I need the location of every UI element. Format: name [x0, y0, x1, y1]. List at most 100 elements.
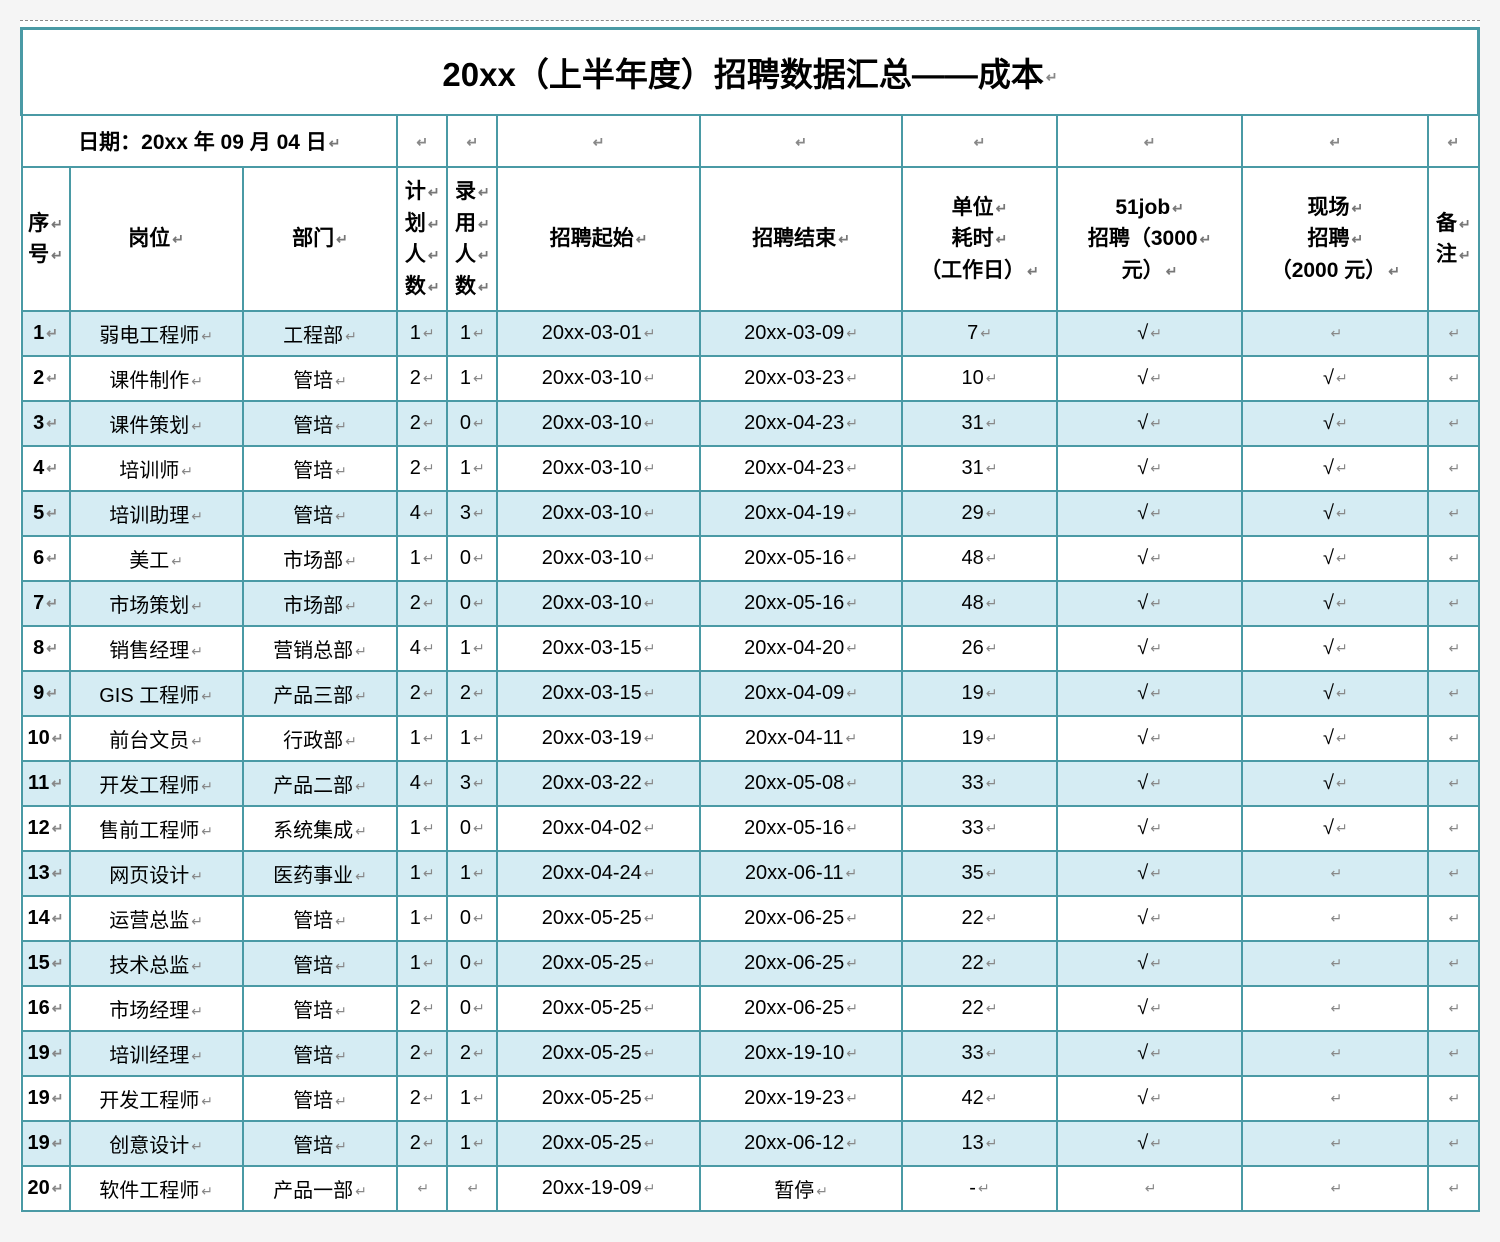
- cell-end: 20xx-04-23↵: [700, 401, 902, 446]
- paragraph-mark-icon: ↵: [473, 1045, 485, 1061]
- cell-start: 20xx-03-15↵: [497, 671, 699, 716]
- paragraph-mark-icon: ↵: [335, 958, 347, 974]
- cell-note: ↵: [1428, 986, 1478, 1031]
- paragraph-mark-icon: ↵: [1336, 595, 1348, 611]
- paragraph-mark-icon: ↵: [644, 910, 656, 926]
- cell-hired-text: 1: [460, 367, 471, 389]
- cell-hired-text: 1: [460, 727, 471, 749]
- cell-job51: √↵: [1057, 356, 1243, 401]
- cell-hired: 2↵: [447, 1031, 497, 1076]
- cell-start: 20xx-03-19↵: [497, 716, 699, 761]
- cell-job51: √↵: [1057, 671, 1243, 716]
- cell-days-text: 48: [962, 547, 984, 569]
- cell-seq-text: 19: [28, 1087, 50, 1109]
- cell-days: 31↵: [902, 401, 1056, 446]
- cell-dept-text: 系统集成: [273, 820, 353, 842]
- paragraph-mark-icon: ↵: [1449, 865, 1461, 881]
- paragraph-mark-icon: ↵: [986, 1000, 998, 1016]
- table-row: 6↵美工↵市场部↵1↵0↵20xx-03-10↵20xx-05-16↵48↵√↵…: [22, 536, 1479, 581]
- cell-plan-text: 2: [410, 997, 421, 1019]
- cell-hired-text: 2: [460, 1042, 471, 1064]
- header-row: 序↵号↵ 岗位↵ 部门↵ 计↵划↵人↵数↵ 录↵用↵人↵数↵ 招聘起始↵ 招聘结…: [22, 167, 1479, 311]
- cell-plan-text: 2: [410, 592, 421, 614]
- cell-days-text: 22: [962, 907, 984, 929]
- paragraph-mark-icon: ↵: [473, 820, 485, 836]
- cell-start-text: 20xx-03-19: [542, 727, 642, 749]
- cell-position-text: 软件工程师: [99, 1180, 199, 1202]
- cell-seq-text: 20: [28, 1177, 50, 1199]
- cell-days-text: 19: [962, 682, 984, 704]
- paragraph-mark-icon: ↵: [1150, 820, 1162, 836]
- cell-dept-text: 管培: [293, 505, 333, 527]
- table-row: 15↵技术总监↵管培↵1↵0↵20xx-05-25↵20xx-06-25↵22↵…: [22, 941, 1479, 986]
- cell-start-text: 20xx-03-22: [542, 772, 642, 794]
- cell-plan: 1↵: [397, 311, 447, 356]
- cell-plan-text: 2: [410, 1042, 421, 1064]
- cell-end: 20xx-06-11↵: [700, 851, 902, 896]
- header-days-text: 单位↵耗时↵（工作日）↵: [920, 196, 1039, 282]
- cell-seq-text: 5: [33, 502, 44, 524]
- cell-start-text: 20xx-03-10: [542, 412, 642, 434]
- paragraph-mark-icon: ↵: [644, 865, 656, 881]
- paragraph-mark-icon: ↵: [345, 598, 357, 614]
- paragraph-mark-icon: ↵: [201, 823, 213, 839]
- paragraph-mark-icon: ↵: [846, 1045, 858, 1061]
- cell-position-text: 销售经理: [109, 640, 189, 662]
- paragraph-mark-icon: ↵: [1330, 1045, 1342, 1061]
- table-row: 3↵课件策划↵管培↵2↵0↵20xx-03-10↵20xx-04-23↵31↵√…: [22, 401, 1479, 446]
- paragraph-mark-icon: ↵: [644, 595, 656, 611]
- cell-seq-text: 4: [33, 457, 44, 479]
- cell-start: 20xx-03-10↵: [497, 446, 699, 491]
- table-row: 11↵开发工程师↵产品二部↵4↵3↵20xx-03-22↵20xx-05-08↵…: [22, 761, 1479, 806]
- paragraph-mark-icon: ↵: [1449, 955, 1461, 971]
- cell-dept: 工程部↵: [243, 311, 397, 356]
- cell-position-text: 开发工程师: [99, 1090, 199, 1112]
- paragraph-mark-icon: ↵: [191, 373, 203, 389]
- cell-seq: 16↵: [22, 986, 70, 1031]
- cell-onsite-text: √: [1323, 682, 1334, 704]
- cell-dept: 管培↵: [243, 1076, 397, 1121]
- cell-hired-text: 1: [460, 1087, 471, 1109]
- paragraph-mark-icon: ↵: [846, 460, 858, 476]
- paragraph-mark-icon: ↵: [52, 1135, 64, 1151]
- paragraph-mark-icon: ↵: [473, 1000, 485, 1016]
- paragraph-mark-icon: ↵: [1449, 640, 1461, 656]
- empty-cell: ↵: [447, 115, 497, 167]
- cell-days: 42↵: [902, 1076, 1056, 1121]
- paragraph-mark-icon: ↵: [986, 460, 998, 476]
- cell-days-text: 19: [962, 727, 984, 749]
- cell-job51: √↵: [1057, 446, 1243, 491]
- cell-onsite: ↵: [1242, 1166, 1428, 1211]
- cell-start-text: 20xx-03-10: [542, 547, 642, 569]
- cell-job51: √↵: [1057, 986, 1243, 1031]
- paragraph-mark-icon: ↵: [1150, 685, 1162, 701]
- paragraph-mark-icon: ↵: [1449, 550, 1461, 566]
- cell-plan: 1↵: [397, 806, 447, 851]
- paragraph-mark-icon: ↵: [355, 823, 367, 839]
- cell-start-text: 20xx-05-25: [542, 997, 642, 1019]
- cell-hired: 1↵: [447, 1076, 497, 1121]
- cell-job51: √↵: [1057, 1121, 1243, 1166]
- cell-hired-text: 1: [460, 862, 471, 884]
- cell-plan-text: 4: [410, 502, 421, 524]
- paragraph-mark-icon: ↵: [1150, 910, 1162, 926]
- paragraph-mark-icon: ↵: [335, 1093, 347, 1109]
- cell-onsite-text: √: [1323, 367, 1334, 389]
- header-hired: 录↵用↵人↵数↵: [447, 167, 497, 311]
- cell-dept: 产品二部↵: [243, 761, 397, 806]
- cell-end-text: 暂停: [774, 1180, 814, 1202]
- cell-end-text: 20xx-06-25: [744, 997, 844, 1019]
- cell-position: 课件制作↵: [70, 356, 243, 401]
- cell-seq-text: 1: [33, 322, 44, 344]
- paragraph-mark-icon: ↵: [473, 730, 485, 746]
- cell-days: 19↵: [902, 716, 1056, 761]
- cell-job51-text: √: [1137, 592, 1148, 614]
- paragraph-mark-icon: ↵: [986, 955, 998, 971]
- cell-seq-text: 8: [33, 637, 44, 659]
- cell-onsite-text: √: [1323, 817, 1334, 839]
- cell-end-text: 20xx-05-16: [744, 547, 844, 569]
- table-row: 7↵市场策划↵市场部↵2↵0↵20xx-03-10↵20xx-05-16↵48↵…: [22, 581, 1479, 626]
- paragraph-mark-icon: ↵: [846, 820, 858, 836]
- paragraph-mark-icon: ↵: [986, 730, 998, 746]
- cell-job51-text: √: [1137, 772, 1148, 794]
